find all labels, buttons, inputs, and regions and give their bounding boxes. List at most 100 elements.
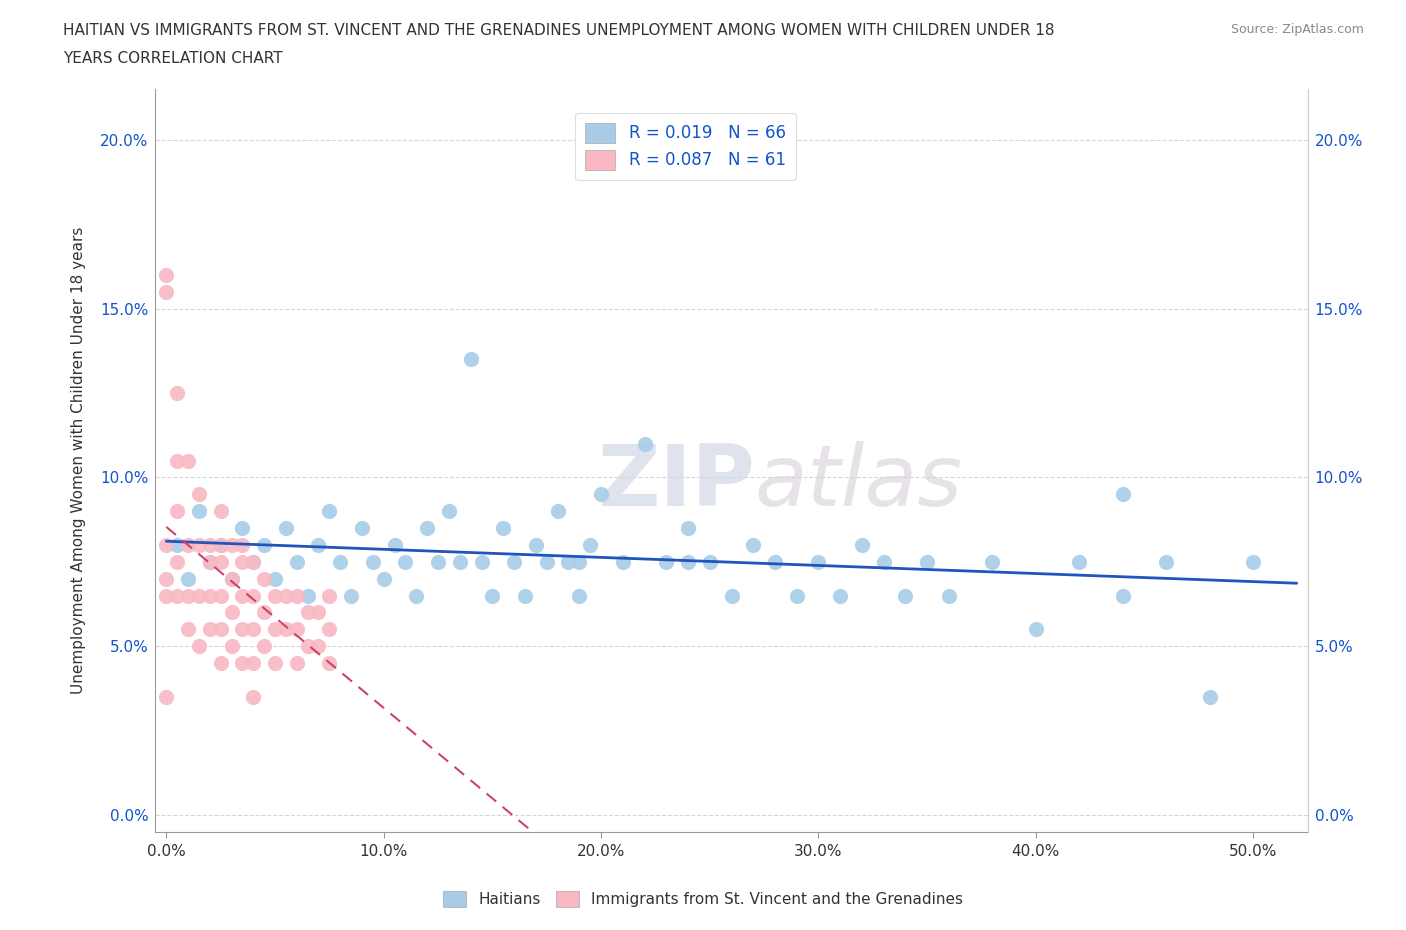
Point [177,453,200,468]
Point [361,554,384,569]
Point [231,554,253,569]
Text: ZIP: ZIP [596,442,755,525]
Point [308,604,330,619]
Point [308,538,330,552]
Point [1069,554,1091,569]
Text: Source: ZipAtlas.com: Source: ZipAtlas.com [1230,23,1364,36]
Point [536,554,558,569]
Point [242,656,264,671]
Point [198,538,221,552]
Point [1025,622,1047,637]
Point [872,554,894,569]
Point [155,538,177,552]
Point [242,689,264,704]
Point [297,604,319,619]
Point [231,538,253,552]
Point [274,588,297,603]
Point [579,538,602,552]
Point [177,622,200,637]
Text: atlas: atlas [755,442,963,525]
Point [786,588,808,603]
Point [405,588,427,603]
Point [209,588,232,603]
Point [416,521,439,536]
Point [155,285,177,299]
Point [166,504,188,519]
Point [264,656,287,671]
Point [297,639,319,654]
Point [830,588,852,603]
Point [221,571,243,586]
Point [166,554,188,569]
Point [503,554,526,569]
Point [242,622,264,637]
Point [285,588,308,603]
Point [264,571,287,586]
Point [209,656,232,671]
Point [470,554,492,569]
Point [340,588,363,603]
Point [318,588,340,603]
Point [612,554,634,569]
Point [742,538,765,552]
Point [655,554,678,569]
Point [285,622,308,637]
Legend: R = 0.019   N = 66, R = 0.087   N = 61: R = 0.019 N = 66, R = 0.087 N = 61 [575,113,796,179]
Point [155,588,177,603]
Point [318,622,340,637]
Point [1112,486,1135,501]
Point [676,554,699,569]
Point [166,588,188,603]
Point [231,588,253,603]
Point [231,656,253,671]
Point [198,554,221,569]
Point [253,604,276,619]
Point [1241,554,1264,569]
Point [568,554,591,569]
Point [264,622,287,637]
Point [274,521,297,536]
Point [915,554,938,569]
Point [155,268,177,283]
Point [460,352,482,366]
Point [253,571,276,586]
Point [633,436,655,451]
Point [938,588,960,603]
Point [274,622,297,637]
Point [427,554,450,569]
Point [198,588,221,603]
Point [547,504,569,519]
Point [437,504,460,519]
Point [318,504,340,519]
Point [308,639,330,654]
Point [209,622,232,637]
Point [676,521,699,536]
Legend: Haitians, Immigrants from St. Vincent and the Grenadines: Haitians, Immigrants from St. Vincent an… [437,884,969,913]
Point [285,554,308,569]
Point [253,538,276,552]
Point [209,504,232,519]
Point [155,571,177,586]
Point [1112,588,1135,603]
Point [763,554,786,569]
Point [221,604,243,619]
Point [1154,554,1177,569]
Point [221,571,243,586]
Point [166,386,188,401]
Point [318,656,340,671]
Point [329,554,352,569]
Point [297,588,319,603]
Point [187,588,209,603]
Point [231,521,253,536]
Point [524,538,547,552]
Point [492,521,515,536]
Point [373,571,395,586]
Point [166,538,188,552]
Point [894,588,917,603]
Point [187,504,209,519]
Point [209,538,232,552]
Point [557,554,579,569]
Point [177,571,200,586]
Point [231,622,253,637]
Point [187,486,209,501]
